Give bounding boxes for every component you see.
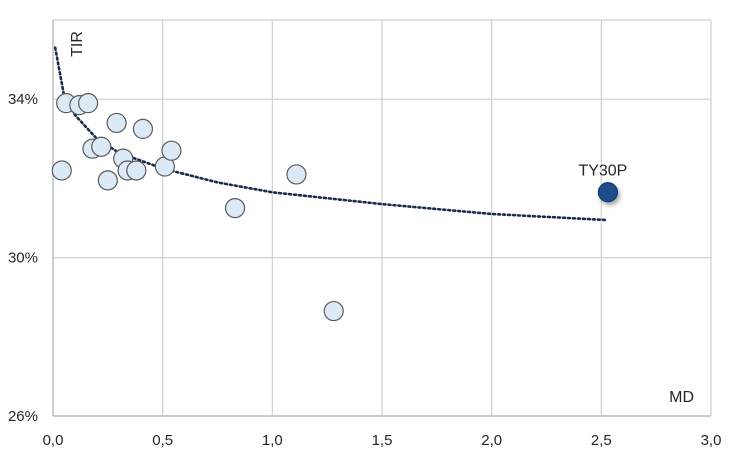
data-point (132, 118, 154, 139)
data-point (286, 164, 307, 185)
x-tick-label: 1,0 (262, 432, 283, 449)
highlighted-point (597, 182, 619, 203)
data-points: TY30P (51, 93, 627, 322)
x-tick-label: 0,0 (43, 432, 64, 449)
data-point (91, 136, 112, 157)
data-point (224, 198, 246, 219)
tick-labels: 0,0 0,5 1,0 1,5 2,0 2,5 3,0 26% 30% 34% (8, 91, 721, 449)
x-axis-title: MD (669, 389, 694, 406)
x-tick-label: 3,0 (701, 432, 722, 449)
x-tick-label: 0,5 (152, 432, 173, 449)
data-point (126, 160, 147, 181)
y-tick-label: 30% (8, 250, 38, 267)
x-tick-label: 2,5 (591, 432, 612, 449)
data-point (161, 140, 182, 161)
point-label: TY30P (578, 162, 627, 179)
gridlines (52, 19, 712, 417)
x-tick-label: 1,5 (372, 432, 393, 449)
y-tick-label: 34% (8, 91, 38, 108)
y-tick-label: 26% (8, 408, 38, 425)
y-axis-title: TIR (69, 31, 86, 57)
data-point (77, 93, 99, 114)
data-point (97, 170, 118, 191)
data-point (51, 160, 72, 181)
x-tick-label: 2,0 (481, 432, 502, 449)
data-point (106, 112, 127, 134)
data-point (323, 300, 344, 322)
